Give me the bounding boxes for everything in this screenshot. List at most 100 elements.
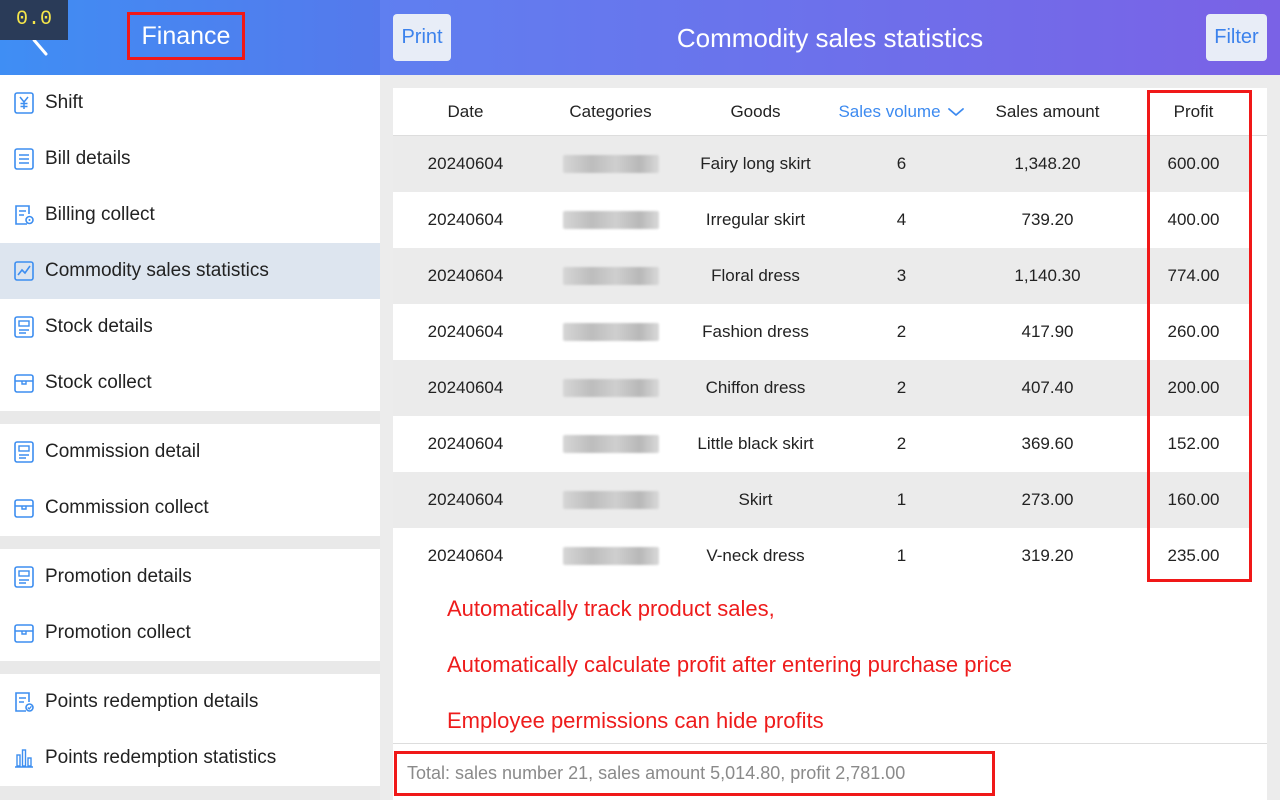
cell-profit: 235.00 — [1167, 546, 1220, 565]
box-icon — [14, 374, 34, 393]
cell-goods: Fairy long skirt — [700, 154, 811, 173]
box-icon — [14, 499, 34, 518]
redacted-block — [562, 211, 659, 229]
cell-sales-volume: 1 — [896, 490, 907, 509]
fps-counter: 0.0 — [0, 0, 68, 40]
redacted-block — [562, 547, 659, 565]
box-icon — [14, 624, 34, 643]
table-header: Date Categories Goods Sales volume Sales… — [393, 88, 1267, 136]
column-header-profit[interactable]: Profit — [1173, 101, 1214, 121]
sidebar-item-commission-detail[interactable]: Commission detail — [0, 424, 380, 480]
annotation-note: Employee permissions can hide profits — [447, 708, 824, 733]
sidebar-item-label: Stock collect — [45, 372, 152, 393]
table-row[interactable]: 20240604 Irregular skirt 4 739.20 400.00 — [393, 192, 1251, 248]
sidebar-item-label: Stock details — [45, 316, 153, 337]
cell-date: 20240604 — [427, 490, 504, 509]
list-document-icon — [14, 148, 34, 170]
table-row[interactable]: 20240604 Little black skirt 2 369.60 152… — [393, 416, 1251, 472]
yen-receipt-icon — [14, 92, 34, 114]
chevron-down-icon — [947, 107, 964, 116]
total-summary: Total: sales number 21, sales amount 5,0… — [394, 751, 995, 796]
cell-sales-volume: 4 — [896, 210, 907, 229]
sidebar-item-label: Commodity sales statistics — [45, 260, 269, 281]
column-header-date[interactable]: Date — [447, 101, 484, 121]
cell-date: 20240604 — [427, 322, 504, 341]
redacted-block — [562, 379, 659, 397]
column-header-goods[interactable]: Goods — [730, 101, 781, 121]
menu-group-sales: Shift Bill details Billing collect Com — [0, 75, 380, 411]
cell-profit: 260.00 — [1167, 322, 1220, 341]
sidebar-item-stock-collect[interactable]: Stock collect — [0, 355, 380, 411]
cell-category-redacted — [538, 192, 683, 248]
cell-sales-volume: 1 — [896, 546, 907, 565]
table-row[interactable]: 20240604 Chiffon dress 2 407.40 200.00 — [393, 360, 1251, 416]
cell-sales-amount: 739.20 — [1021, 210, 1074, 229]
annotation-note: Automatically calculate profit after ent… — [447, 652, 1012, 677]
cell-sales-volume: 2 — [896, 322, 907, 341]
table-row[interactable]: 20240604 Skirt 1 273.00 160.00 — [393, 472, 1251, 528]
page-title: Commodity sales statistics — [676, 23, 984, 53]
sidebar-title-highlight: Finance — [127, 12, 245, 60]
sidebar-item-commodity-sales-statistics[interactable]: Commodity sales statistics — [0, 243, 380, 299]
cell-goods: V-neck dress — [706, 546, 805, 565]
cell-sales-amount: 407.40 — [1021, 378, 1074, 397]
redacted-block — [562, 267, 659, 285]
table-body: 20240604 Fairy long skirt 6 1,348.20 600… — [393, 136, 1267, 584]
cell-goods: Skirt — [738, 490, 773, 509]
cell-goods: Floral dress — [711, 266, 800, 285]
sidebar-item-billing-collect[interactable]: Billing collect — [0, 187, 380, 243]
bar-chart-icon — [15, 749, 33, 768]
cell-date: 20240604 — [427, 210, 504, 229]
table-row[interactable]: 20240604 Floral dress 3 1,140.30 774.00 — [393, 248, 1251, 304]
sidebar-item-label: Promotion collect — [45, 622, 191, 643]
sidebar-item-promotion-collect[interactable]: Promotion collect — [0, 605, 380, 661]
cell-goods: Fashion dress — [702, 322, 809, 341]
cell-sales-amount: 369.60 — [1021, 434, 1074, 453]
sidebar-item-label: Billing collect — [45, 204, 155, 225]
sidebar-item-promotion-details[interactable]: Promotion details — [0, 549, 380, 605]
table-row[interactable]: 20240604 Fashion dress 2 417.90 260.00 — [393, 304, 1251, 360]
points-document-icon — [15, 692, 34, 712]
sidebar-item-points-redemption-statistics[interactable]: Points redemption statistics — [0, 730, 380, 786]
cell-date: 20240604 — [427, 378, 504, 397]
sidebar-item-label: Commission detail — [45, 441, 201, 462]
content-panel: Date Categories Goods Sales volume Sales… — [393, 88, 1267, 800]
cell-date: 20240604 — [427, 154, 504, 173]
column-header-sales-amount[interactable]: Sales amount — [995, 101, 1100, 121]
cell-sales-volume: 6 — [896, 154, 907, 173]
print-button[interactable]: Print — [393, 14, 451, 61]
cell-category-redacted — [538, 360, 683, 416]
table-row[interactable]: 20240604 Fairy long skirt 6 1,348.20 600… — [393, 136, 1251, 192]
sidebar-header: 0.0 Finance — [0, 0, 380, 75]
annotation-notes: Automatically track product sales, Autom… — [447, 591, 1012, 759]
cell-category-redacted — [538, 248, 683, 304]
filter-button[interactable]: Filter — [1206, 14, 1267, 61]
sidebar-item-label: Shift — [45, 92, 84, 113]
cell-sales-amount: 319.20 — [1021, 546, 1074, 565]
sidebar-item-label: Promotion details — [45, 566, 192, 587]
sidebar-item-stock-details[interactable]: Stock details — [0, 299, 380, 355]
sidebar-item-shift[interactable]: Shift — [0, 75, 380, 131]
table-row[interactable]: 20240604 V-neck dress 1 319.20 235.00 — [393, 528, 1251, 584]
commission-document-icon — [14, 441, 34, 463]
column-header-sales-volume[interactable]: Sales volume — [829, 88, 974, 135]
annotation-note: Automatically track product sales, — [447, 596, 775, 621]
cell-category-redacted — [538, 528, 683, 584]
sidebar-item-bill-details[interactable]: Bill details — [0, 131, 380, 187]
cell-sales-volume: 2 — [896, 378, 907, 397]
sidebar-item-label: Bill details — [45, 148, 131, 169]
table-footer: Total: sales number 21, sales amount 5,0… — [393, 743, 1267, 800]
sidebar-item-label: Points redemption statistics — [45, 747, 277, 768]
line-chart-icon — [14, 261, 34, 281]
cell-sales-amount: 1,140.30 — [1014, 266, 1081, 285]
sidebar-item-points-redemption-details[interactable]: Points redemption details — [0, 674, 380, 730]
sidebar-item-commission-collect[interactable]: Commission collect — [0, 480, 380, 536]
column-header-categories[interactable]: Categories — [569, 101, 652, 121]
menu-group-promotion: Promotion details Promotion collect — [0, 549, 380, 661]
document-gear-icon — [15, 205, 34, 225]
menu-group-commission: Commission detail Commission collect — [0, 424, 380, 536]
cell-date: 20240604 — [427, 266, 504, 285]
sidebar-item-label: Commission collect — [45, 497, 209, 518]
stock-document-icon — [14, 316, 34, 338]
cell-category-redacted — [538, 472, 683, 528]
